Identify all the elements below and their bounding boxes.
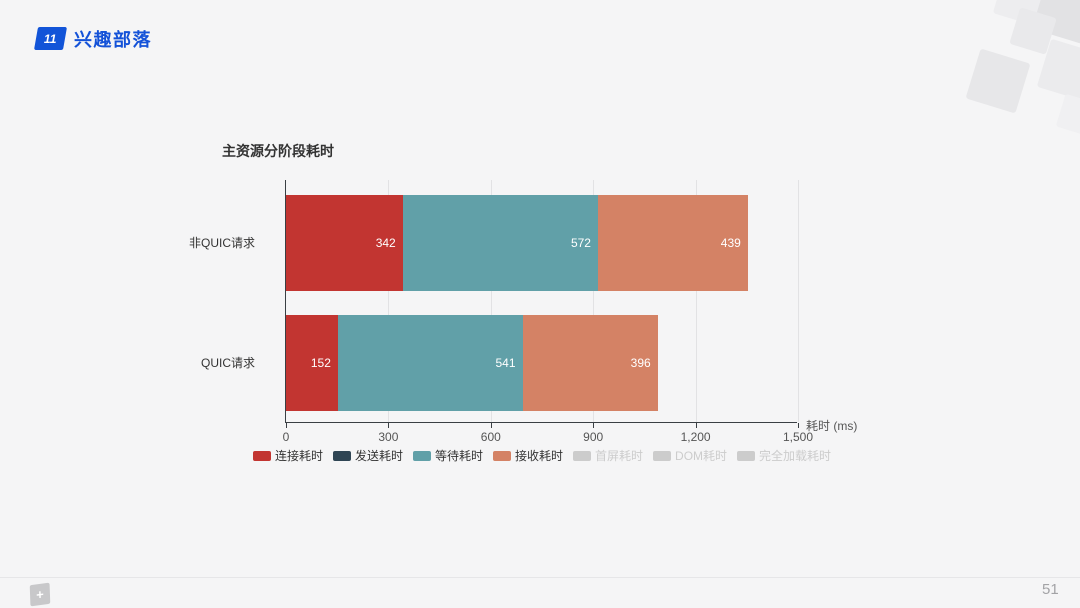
grid-line xyxy=(490,180,492,422)
legend-label: 连接耗时 xyxy=(274,449,323,463)
bar-value-label: 342 xyxy=(375,236,396,250)
x-tick-label: 300 xyxy=(378,430,399,444)
legend-label: 接收耗时 xyxy=(515,449,564,463)
page-number: 51 xyxy=(1042,581,1059,598)
bar-row: 342 572 439 xyxy=(286,195,748,291)
tribe-logo-icon: + xyxy=(29,582,51,607)
legend-swatch xyxy=(412,450,431,461)
chart-plot-area: 0 300 600 900 1,200 1,500 342 572 439 152 541 396 xyxy=(283,180,813,444)
grid-line xyxy=(593,180,595,422)
chart-legend: 连接耗时 发送耗时 等待耗时 接收耗时 首屏耗时 DOM耗时 完全加载耗时 xyxy=(222,447,862,464)
bar-segment-等待耗时: 541 xyxy=(337,315,523,411)
x-axis-tick xyxy=(593,423,595,428)
legend-label: 首屏耗时 xyxy=(595,449,644,463)
bar-value-label: 572 xyxy=(570,236,591,250)
x-tick-label: 600 xyxy=(480,430,501,444)
x-axis-tick xyxy=(798,423,799,428)
bar-segment-连接耗时: 152 xyxy=(286,315,338,411)
x-axis-tick xyxy=(490,423,492,428)
y-axis-labels: 非QUIC请求 QUIC请求 xyxy=(130,180,270,423)
bar-segment-接收耗时: 439 xyxy=(597,195,748,291)
footer-divider xyxy=(0,577,1080,578)
x-axis-tick xyxy=(388,423,390,428)
legend-label: 发送耗时 xyxy=(354,449,403,463)
tribe-logo-glyph: + xyxy=(35,586,45,603)
bar-row: 152 541 396 xyxy=(286,315,658,411)
legend-swatch xyxy=(252,450,271,461)
grid-line xyxy=(798,180,799,422)
legend-item-等待耗时[interactable]: 等待耗时 xyxy=(412,447,483,464)
legend-swatch xyxy=(573,450,592,461)
legend-label: 完全加载耗时 xyxy=(759,449,832,463)
deco-square xyxy=(965,48,1031,114)
bar-value-label: 396 xyxy=(630,356,651,370)
x-tick-label: 1,200 xyxy=(680,430,711,444)
legend-item-DOM耗时[interactable]: DOM耗时 xyxy=(653,447,727,464)
category-label: 非QUIC请求 xyxy=(188,236,255,250)
bar-segment-连接耗时: 342 xyxy=(286,195,403,291)
legend-swatch xyxy=(493,450,511,461)
x-axis-title: 耗时 (ms) xyxy=(806,419,858,433)
deco-square xyxy=(1055,93,1080,137)
brand-name: 兴趣部落 xyxy=(74,30,152,50)
bar-segment-等待耗时: 572 xyxy=(402,195,598,291)
legend-swatch xyxy=(653,450,672,461)
x-tick-label: 900 xyxy=(583,430,604,444)
legend-label: 等待耗时 xyxy=(434,449,483,463)
x-axis-tick xyxy=(695,423,697,428)
grid-line xyxy=(388,180,390,422)
chart-title: 主资源分阶段耗时 xyxy=(222,143,334,159)
bar-value-label: 152 xyxy=(310,356,331,370)
x-tick-label: 0 xyxy=(282,430,290,444)
bar-segment-接收耗时: 396 xyxy=(522,315,658,411)
legend-label: DOM耗时 xyxy=(675,449,728,463)
brand-badge-number: 11 xyxy=(44,31,57,46)
x-tick-label: 1,500 xyxy=(782,430,814,444)
bar-value-label: 439 xyxy=(720,236,741,250)
legend-item-接收耗时[interactable]: 接收耗时 xyxy=(493,447,563,464)
bar-value-label: 541 xyxy=(495,356,516,370)
legend-swatch xyxy=(332,450,351,461)
x-axis-tick xyxy=(286,423,287,428)
brand-badge: 11 xyxy=(33,27,68,50)
legend-item-连接耗时[interactable]: 连接耗时 xyxy=(252,447,323,464)
legend-item-完全加载耗时[interactable]: 完全加载耗时 xyxy=(737,447,831,464)
grid-line xyxy=(695,180,697,422)
legend-swatch xyxy=(737,450,756,461)
category-label: QUIC请求 xyxy=(200,356,255,370)
legend-item-首屏耗时[interactable]: 首屏耗时 xyxy=(573,447,643,464)
legend-item-发送耗时[interactable]: 发送耗时 xyxy=(332,447,403,464)
